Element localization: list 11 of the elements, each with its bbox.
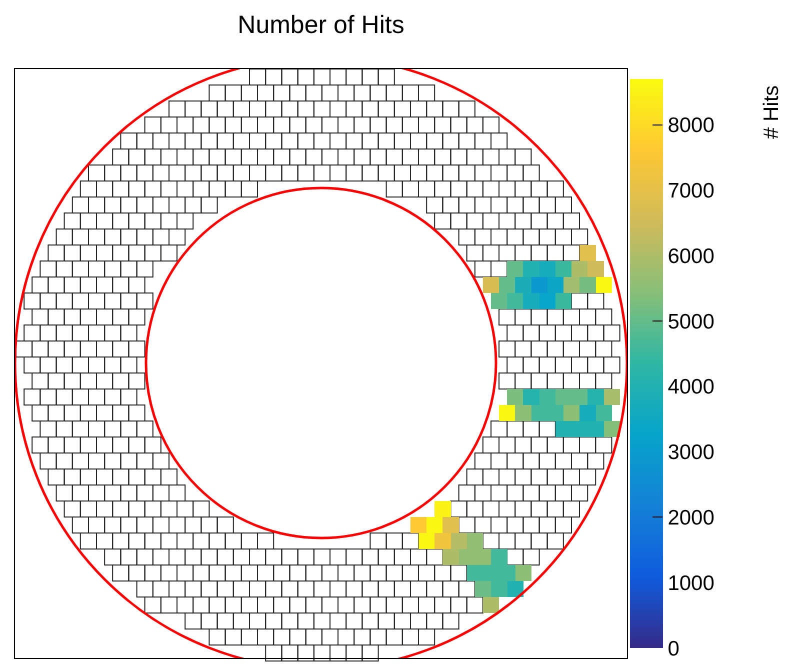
- color-bar-label: 0: [668, 637, 680, 660]
- color-bar-label: 1000: [668, 572, 714, 595]
- color-bar-label: 3000: [668, 441, 714, 464]
- color-bar-label: 5000: [668, 310, 714, 334]
- color-bar-title: # Hits: [760, 85, 783, 139]
- color-bar-label: 7000: [668, 180, 714, 203]
- chart-title: Number of Hits: [238, 10, 404, 39]
- color-bar-label: 6000: [668, 244, 714, 268]
- color-bar-label: 4000: [668, 376, 714, 399]
- color-bar-label: 8000: [668, 114, 714, 138]
- color-bar-label: 2000: [668, 506, 714, 530]
